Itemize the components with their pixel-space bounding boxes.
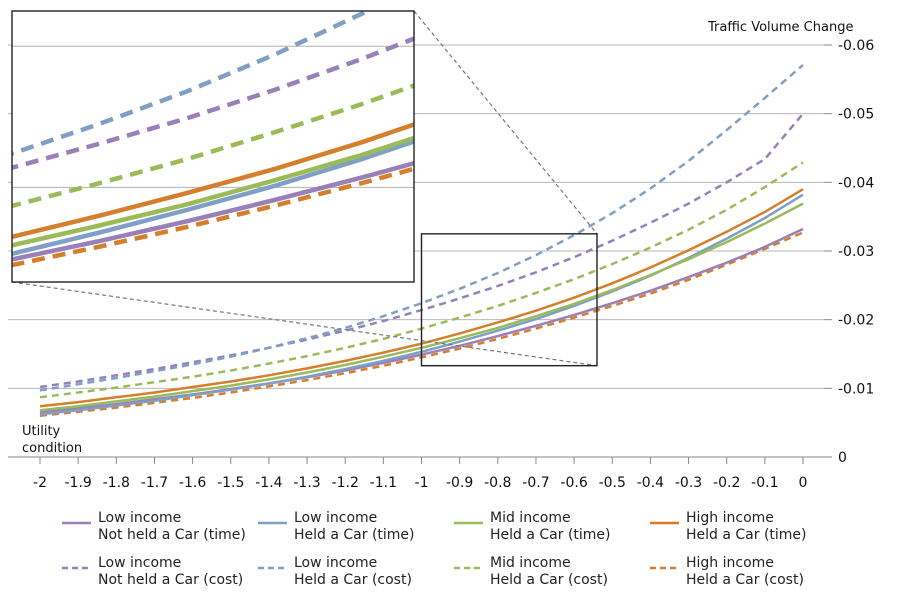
legend-label-line1: Low income	[98, 555, 181, 571]
x-tick-label: -1.3	[293, 475, 320, 491]
y-tick-label: -0.04	[838, 175, 874, 191]
zoom-inset	[11, 10, 415, 283]
legend-label-line2: Held a Car (cost)	[490, 572, 608, 588]
x-tick-label: -1.1	[370, 475, 397, 491]
x-axis-ticks: -2 -1.9 -1.8 -1.7 -1.6 -1.5 -1.4 -1.3 -1.2 -1.1 -1…	[33, 457, 807, 491]
legend-label-line1: Mid income	[490, 510, 571, 526]
legend-label-line2: Not held a Car (cost)	[98, 572, 243, 588]
y-tick-label: -0.03	[838, 244, 874, 260]
y-tick-label: -0.05	[838, 107, 874, 123]
x-tick-label: -0.6	[560, 475, 587, 491]
x-tick-label: -0.8	[484, 475, 511, 491]
legend-label-line2: Held a Car (time)	[686, 527, 807, 543]
x-tick-label: 0	[799, 475, 808, 491]
x-tick-label: -0.1	[751, 475, 778, 491]
zoom-indicator	[11, 10, 598, 367]
x-tick-label: -0.7	[522, 475, 549, 491]
legend-label-line2: Not held a Car (time)	[98, 527, 246, 543]
legend-label-line1: High income	[686, 555, 774, 571]
legend-label-line1: Low income	[98, 510, 181, 526]
x-tick-label: -1.9	[64, 475, 91, 491]
x-axis-title-line2: condition	[22, 441, 82, 456]
x-tick-label: -1.5	[217, 475, 244, 491]
x-tick-label: -1.6	[179, 475, 206, 491]
y-tick-label: 0	[838, 450, 847, 466]
y-axis-ticks: 0 -0.01 -0.02 -0.03 -0.04 -0.05 -0.06	[824, 38, 874, 466]
x-tick-label: -2	[33, 475, 47, 491]
legend-label-line1: High income	[686, 510, 774, 526]
inset-frame	[11, 10, 415, 283]
y-axis-title: Traffic Volume Change	[707, 20, 853, 35]
zoom-connector	[413, 10, 598, 235]
x-tick-label: -0.4	[637, 475, 664, 491]
x-tick-label: -1	[415, 475, 429, 491]
y-tick-label: -0.02	[838, 313, 874, 329]
zoom-box	[420, 233, 598, 367]
legend-label-line1: Low income	[294, 510, 377, 526]
zoom-connector	[11, 281, 598, 367]
x-tick-label: -1.4	[255, 475, 282, 491]
legend-label-line2: Held a Car (cost)	[686, 572, 804, 588]
legend-label-line1: Mid income	[490, 555, 571, 571]
x-tick-label: -0.2	[713, 475, 740, 491]
x-tick-label: -0.5	[599, 475, 626, 491]
x-axis-title-line1: Utility	[22, 424, 61, 439]
y-tick-label: -0.01	[838, 381, 874, 397]
x-tick-label: -0.9	[446, 475, 473, 491]
legend-label-line2: Held a Car (time)	[294, 527, 415, 543]
y-tick-label: -0.06	[838, 38, 874, 54]
legend-label-line2: Held a Car (cost)	[294, 572, 412, 588]
x-tick-label: -1.8	[103, 475, 130, 491]
x-tick-label: -1.7	[141, 475, 168, 491]
legend-label-line1: Low income	[294, 555, 377, 571]
legend-label-line2: Held a Car (time)	[490, 527, 611, 543]
inset-plot	[12, 11, 414, 268]
x-tick-label: -0.3	[675, 475, 702, 491]
x-tick-label: -1.2	[332, 475, 359, 491]
